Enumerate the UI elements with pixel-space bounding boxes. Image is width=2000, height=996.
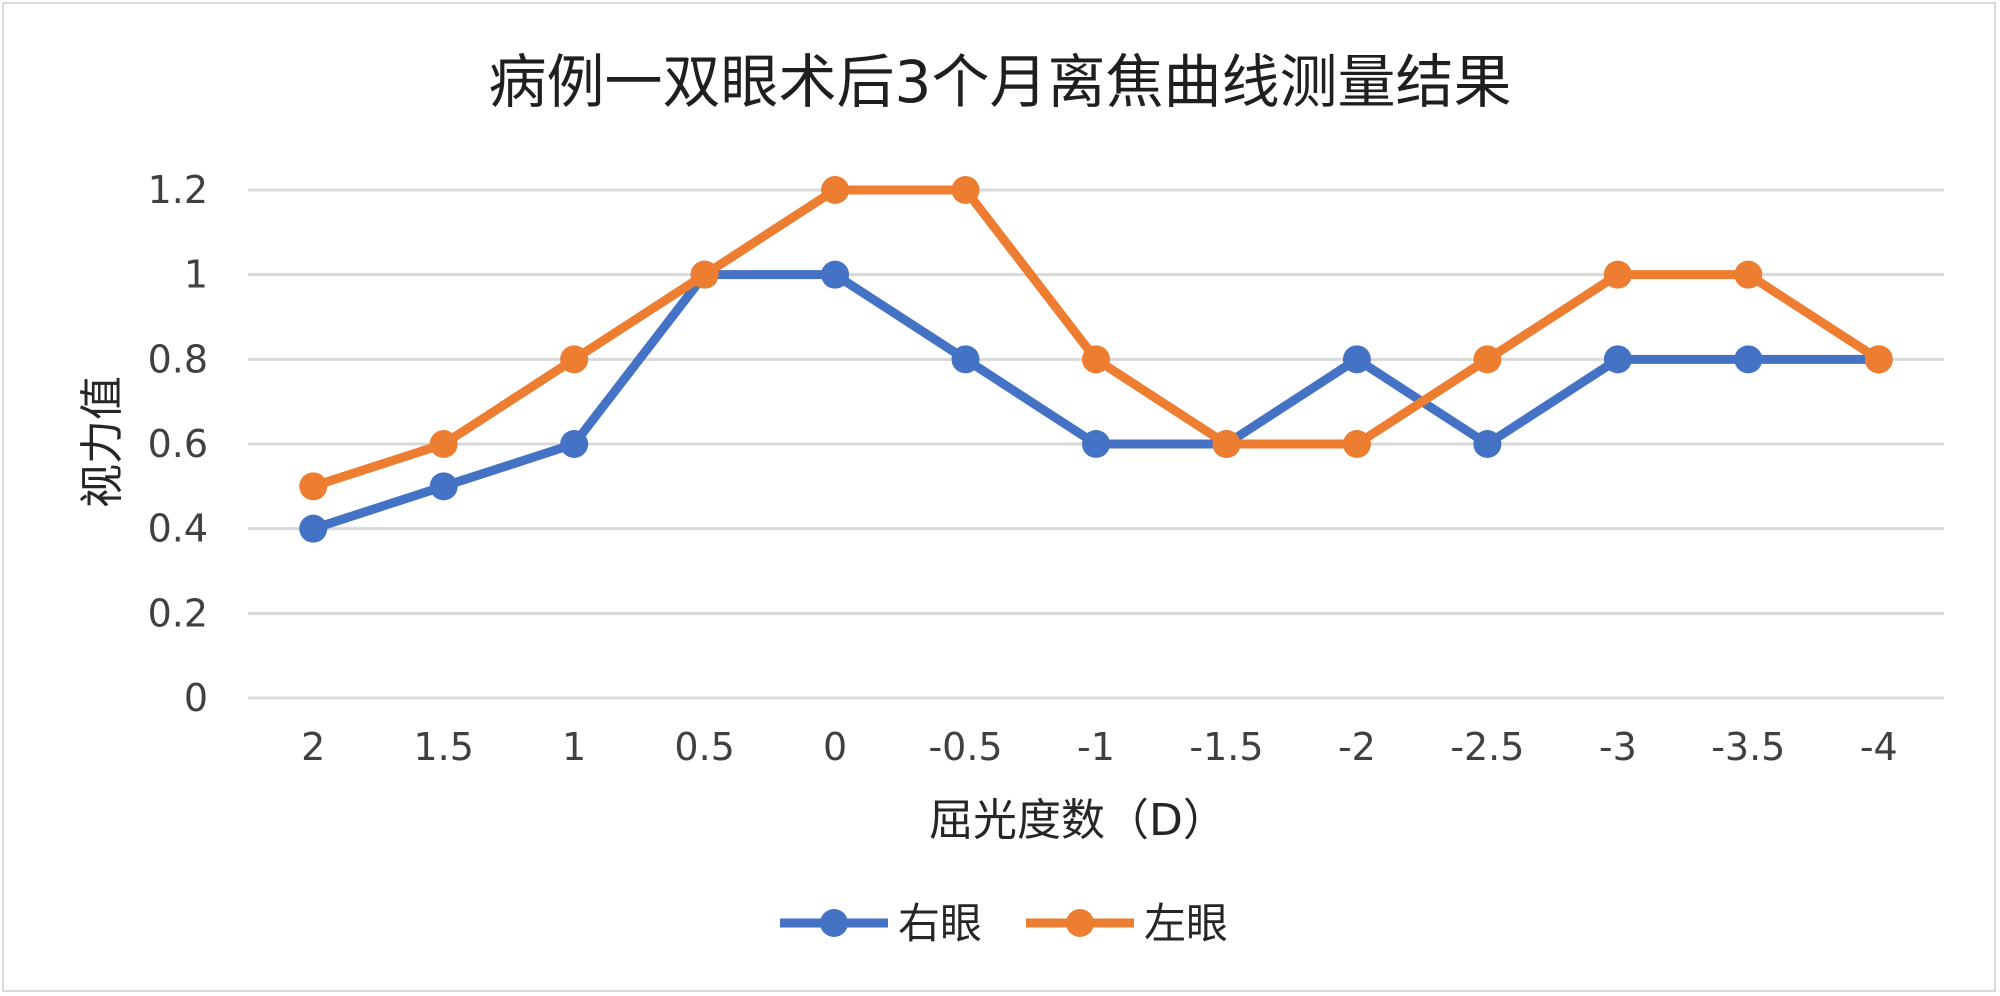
series-group [299, 176, 1893, 543]
y-tick-label: 0.2 [148, 591, 208, 635]
data-point [429, 472, 458, 501]
y-tick-label: 0.6 [148, 422, 208, 466]
data-point [299, 514, 328, 543]
legend-label-2: 左眼 [1144, 899, 1228, 948]
x-tick-label: 1 [562, 725, 586, 769]
data-point [1734, 260, 1763, 289]
y-axis-ticks: 0 0.2 0.4 0.6 0.8 1 1.2 [148, 168, 208, 720]
data-point [1342, 430, 1371, 458]
data-point [951, 176, 980, 204]
x-tick-label: -1 [1077, 725, 1115, 769]
data-point [560, 345, 589, 374]
y-tick-label: 0.4 [148, 507, 208, 551]
data-point [1734, 345, 1763, 374]
data-point [1082, 345, 1110, 374]
x-tick-label: 1.5 [413, 725, 473, 769]
data-point [1212, 430, 1241, 458]
y-tick-label: 1.2 [148, 168, 208, 212]
y-tick-label: 0.8 [148, 337, 208, 381]
series-line-1 [308, 270, 1884, 534]
data-point [951, 345, 980, 374]
y-tick-label: 1 [184, 253, 208, 297]
data-point [1603, 260, 1632, 289]
data-point [1082, 430, 1110, 458]
data-point [299, 472, 328, 501]
x-tick-label: 2 [301, 725, 325, 769]
legend: 右眼 左眼 [780, 899, 1228, 948]
x-tick-label: -3.5 [1711, 725, 1785, 769]
x-tick-label: -2.5 [1450, 725, 1524, 769]
legend-marker-1 [820, 909, 848, 937]
y-axis-title: 视力值 [77, 376, 128, 508]
x-tick-label: -3 [1599, 725, 1637, 769]
data-point [1603, 345, 1632, 374]
x-tick-label: -4 [1860, 725, 1898, 769]
data-point [690, 260, 719, 289]
data-point [821, 176, 850, 204]
legend-label-1: 右眼 [898, 899, 982, 948]
data-point [1864, 345, 1893, 374]
data-point [1473, 430, 1502, 458]
chart-title: 病例一双眼术后3个月离焦曲线测量结果 [489, 48, 1512, 116]
x-tick-label: 0.5 [674, 725, 734, 769]
legend-marker-2 [1066, 909, 1094, 937]
data-point [1473, 345, 1502, 374]
x-tick-label: 0 [823, 725, 847, 769]
data-point [560, 430, 589, 458]
x-tick-label: -2 [1338, 725, 1376, 769]
x-tick-label: -0.5 [928, 725, 1002, 769]
data-point [1342, 345, 1371, 374]
data-point [429, 430, 458, 458]
x-axis-title: 屈光度数（D） [929, 795, 1227, 846]
x-axis-ticks: 2 1.5 1 0.5 0 -0.5 -1 -1.5 -2 -2.5 -3 -3.5 -4 [301, 725, 1898, 769]
y-tick-label: 0 [184, 676, 208, 720]
x-tick-label: -1.5 [1189, 725, 1263, 769]
data-point [821, 260, 850, 289]
